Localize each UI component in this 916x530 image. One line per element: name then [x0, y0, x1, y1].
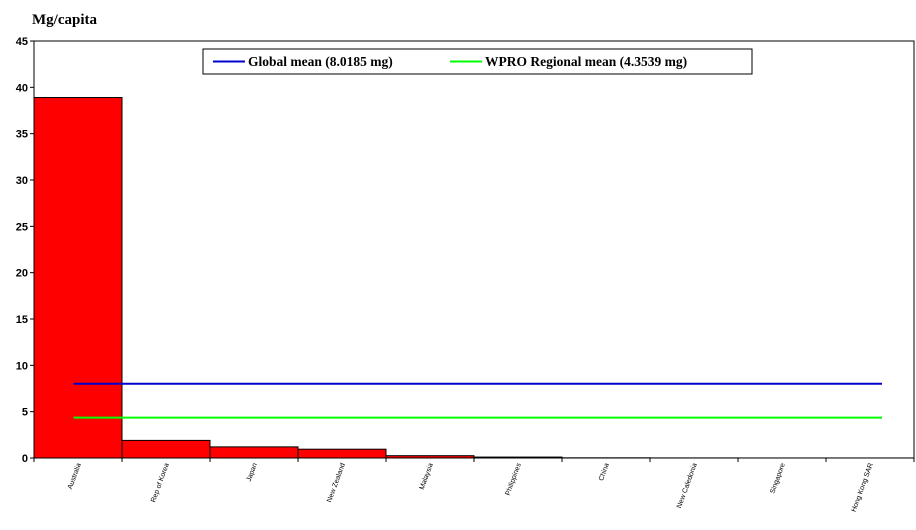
- bar-4: [298, 449, 386, 458]
- legend: Global mean (8.0185 mg) WPRO Regional me…: [203, 49, 752, 74]
- x-tick-label: Japan: [246, 462, 259, 482]
- y-tick-label: 10: [16, 360, 28, 372]
- y-tick-label: 25: [16, 221, 28, 233]
- x-axis: Australia Rep of Korea Japan New Zealand Mal…: [34, 458, 914, 513]
- plot-area: [34, 41, 914, 458]
- x-tick-label: Australia: [67, 462, 83, 490]
- bar-3: [210, 447, 298, 458]
- x-tick-label: China: [598, 462, 611, 482]
- x-tick-label: Hong Kong SAR: [851, 462, 875, 513]
- x-tick-label: New Zealand: [326, 462, 347, 503]
- bar-2: [122, 440, 210, 458]
- x-tick-label: Philippines: [505, 462, 523, 497]
- legend-label-global-mean: Global mean (8.0185 mg): [248, 54, 393, 69]
- x-tick-label: Malaysia: [419, 462, 435, 490]
- y-axis-title: Mg/capita: [32, 12, 97, 28]
- y-axis: 0 5 10 15 20 25 30 35 40 45: [16, 36, 34, 465]
- x-tick-label: New Caledonia: [676, 462, 699, 509]
- x-tick-label: Singapore: [769, 462, 787, 494]
- legend-label-regional-mean: WPRO Regional mean (4.3539 mg): [485, 54, 687, 69]
- y-tick-label: 5: [22, 407, 28, 419]
- bar-6: [474, 457, 562, 458]
- x-tick-label: Rep of Korea: [150, 462, 171, 503]
- y-tick-label: 45: [16, 36, 28, 48]
- y-tick-label: 40: [16, 82, 28, 94]
- y-tick-label: 20: [16, 268, 28, 280]
- y-tick-label: 0: [22, 453, 28, 465]
- y-tick-label: 30: [16, 175, 28, 187]
- bar-1: [34, 98, 122, 458]
- y-tick-label: 15: [16, 314, 28, 326]
- bar-5: [386, 456, 474, 458]
- y-tick-label: 35: [16, 129, 28, 141]
